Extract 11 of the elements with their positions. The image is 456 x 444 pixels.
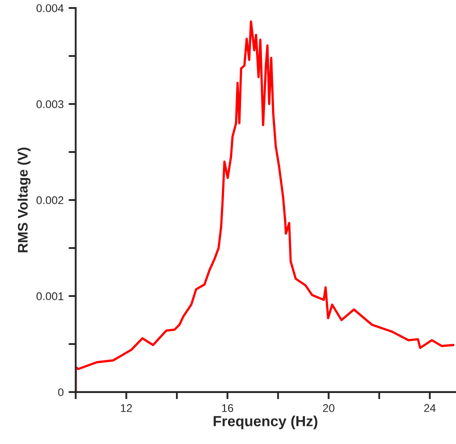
x-axis-title: Frequency (Hz)	[214, 416, 318, 430]
y-tick-label: 0	[58, 388, 64, 396]
x-tick-label: 16	[222, 404, 234, 412]
y-tick-label: 0.001	[36, 292, 64, 300]
x-tick-label: 24	[424, 404, 436, 412]
y-tick-label: 0.004	[36, 4, 64, 12]
x-tick-label: 12	[120, 404, 132, 412]
y-axis-title: RMS Voltage (V)	[18, 148, 31, 252]
y-tick-label: 0.002	[36, 196, 64, 204]
y-tick-label: 0.003	[36, 100, 64, 108]
x-tick-label: 20	[323, 404, 334, 412]
